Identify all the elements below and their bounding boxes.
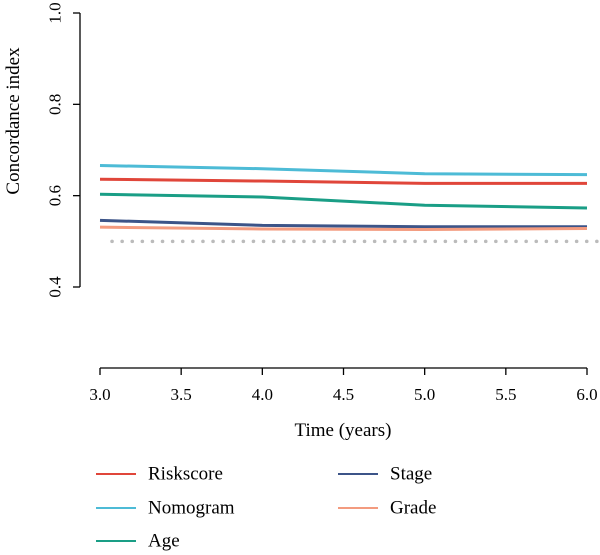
x-tick-label: 4.0	[252, 385, 273, 404]
legend-label-nomogram: Nomogram	[148, 498, 235, 519]
x-tick-label: 4.5	[333, 385, 354, 404]
series-line-riskscore	[99, 177, 587, 185]
x-tick-label: 3.5	[171, 385, 192, 404]
series-line-stage	[99, 218, 587, 229]
x-tick-label: 5.5	[495, 385, 516, 404]
x-axis-title: Time (years)	[295, 420, 392, 441]
x-tick-label: 3.0	[89, 385, 110, 404]
y-axis: 0.4 0.6 0.8 1.0	[46, 2, 81, 298]
legend: Riskscore Nomogram Age Stage Grade	[96, 464, 436, 552]
legend-label-stage: Stage	[390, 464, 432, 485]
legend-label-age: Age	[148, 531, 180, 552]
y-tick-label: 0.6	[46, 185, 65, 206]
x-tick-label: 5.0	[414, 385, 435, 404]
y-tick-label: 1.0	[46, 2, 65, 23]
series-line-age	[99, 192, 588, 210]
y-tick-label: 0.8	[46, 94, 65, 115]
series-layer	[99, 164, 588, 231]
y-tick-label: 0.4	[46, 276, 65, 298]
y-axis-title: Concordance index	[3, 47, 24, 195]
x-tick-label: 6.0	[576, 385, 597, 404]
legend-label-riskscore: Riskscore	[148, 464, 223, 485]
series-line-nomogram	[99, 164, 588, 177]
series-line-grade	[99, 225, 588, 231]
legend-label-grade: Grade	[390, 498, 436, 519]
x-axis: 3.0 3.5 4.0 4.5 5.0 5.5 6.0	[89, 367, 598, 404]
